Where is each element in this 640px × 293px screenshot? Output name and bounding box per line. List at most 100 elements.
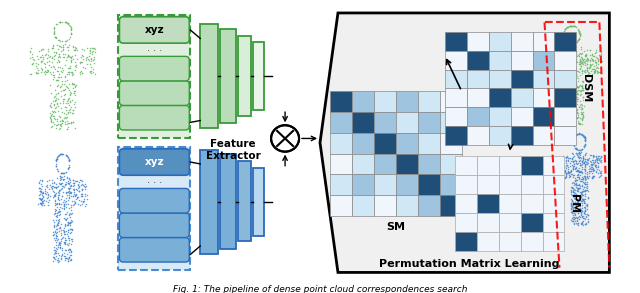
Point	[554, 161, 564, 166]
Point	[52, 210, 63, 214]
Point	[574, 104, 584, 109]
Point	[573, 70, 584, 74]
Point	[60, 200, 70, 204]
Point	[570, 133, 580, 138]
Point	[90, 72, 100, 76]
Point	[59, 55, 69, 59]
Point	[561, 172, 572, 177]
Point	[561, 122, 571, 126]
Point	[572, 66, 582, 71]
Point	[76, 71, 86, 76]
Point	[63, 242, 73, 247]
Point	[558, 63, 568, 67]
Point	[52, 221, 62, 226]
Point	[584, 53, 595, 57]
Point	[47, 54, 58, 59]
Point	[575, 204, 585, 208]
Point	[66, 242, 76, 247]
Point	[570, 166, 580, 170]
Point	[550, 62, 560, 67]
Point	[54, 226, 64, 230]
Point	[556, 51, 566, 55]
Point	[547, 60, 557, 65]
Point	[538, 59, 548, 64]
Point	[563, 44, 573, 49]
Point	[593, 163, 603, 168]
Point	[54, 241, 65, 245]
Point	[573, 132, 583, 136]
Point	[574, 30, 584, 35]
Point	[47, 232, 58, 237]
Point	[47, 44, 58, 49]
Point	[592, 65, 602, 70]
Text: SM: SM	[387, 222, 405, 232]
Point	[568, 115, 578, 119]
Point	[569, 193, 579, 198]
Point	[579, 134, 589, 139]
Point	[70, 196, 81, 201]
Point	[564, 170, 574, 175]
FancyBboxPatch shape	[120, 149, 189, 175]
Point	[586, 166, 596, 170]
Point	[63, 66, 74, 70]
Point	[538, 51, 548, 55]
Point	[569, 162, 579, 166]
Point	[63, 53, 74, 58]
Point	[63, 228, 74, 233]
Point	[36, 67, 47, 71]
Point	[573, 85, 583, 90]
Point	[63, 198, 73, 203]
Point	[579, 69, 589, 74]
Point	[572, 216, 582, 221]
Point	[555, 169, 565, 173]
Point	[35, 201, 45, 205]
Text: Feature
Extractor: Feature Extractor	[206, 139, 260, 161]
Point	[579, 144, 589, 149]
Point	[593, 161, 604, 166]
Point	[557, 101, 567, 106]
Point	[74, 197, 84, 202]
Point	[82, 55, 92, 60]
Point	[593, 154, 604, 159]
Point	[572, 88, 582, 93]
Point	[562, 66, 572, 70]
Point	[59, 204, 69, 209]
Point	[65, 23, 75, 28]
Point	[577, 61, 587, 65]
Point	[551, 54, 561, 59]
Point	[70, 201, 80, 206]
Point	[40, 71, 50, 76]
Point	[66, 120, 76, 125]
Point	[49, 254, 59, 259]
Point	[572, 186, 582, 190]
Point	[547, 71, 557, 76]
Point	[586, 160, 596, 165]
Point	[568, 61, 579, 66]
Point	[66, 249, 76, 254]
Point	[567, 83, 577, 88]
Point	[575, 212, 586, 217]
Point	[563, 91, 573, 96]
Point	[37, 53, 47, 57]
Point	[62, 154, 72, 159]
Point	[79, 66, 90, 71]
Point	[596, 59, 607, 64]
Point	[572, 216, 582, 221]
Point	[582, 69, 593, 74]
Point	[78, 64, 88, 69]
Bar	[511, 69, 532, 88]
Point	[575, 185, 585, 190]
Point	[61, 255, 72, 260]
Point	[586, 63, 596, 68]
Point	[26, 56, 36, 61]
Point	[33, 201, 44, 206]
Point	[64, 54, 74, 59]
Point	[553, 166, 563, 171]
Bar	[554, 107, 577, 126]
Point	[561, 71, 572, 76]
Point	[575, 170, 586, 175]
Point	[577, 103, 588, 108]
Point	[60, 248, 70, 253]
Point	[571, 82, 581, 86]
Point	[50, 94, 60, 98]
